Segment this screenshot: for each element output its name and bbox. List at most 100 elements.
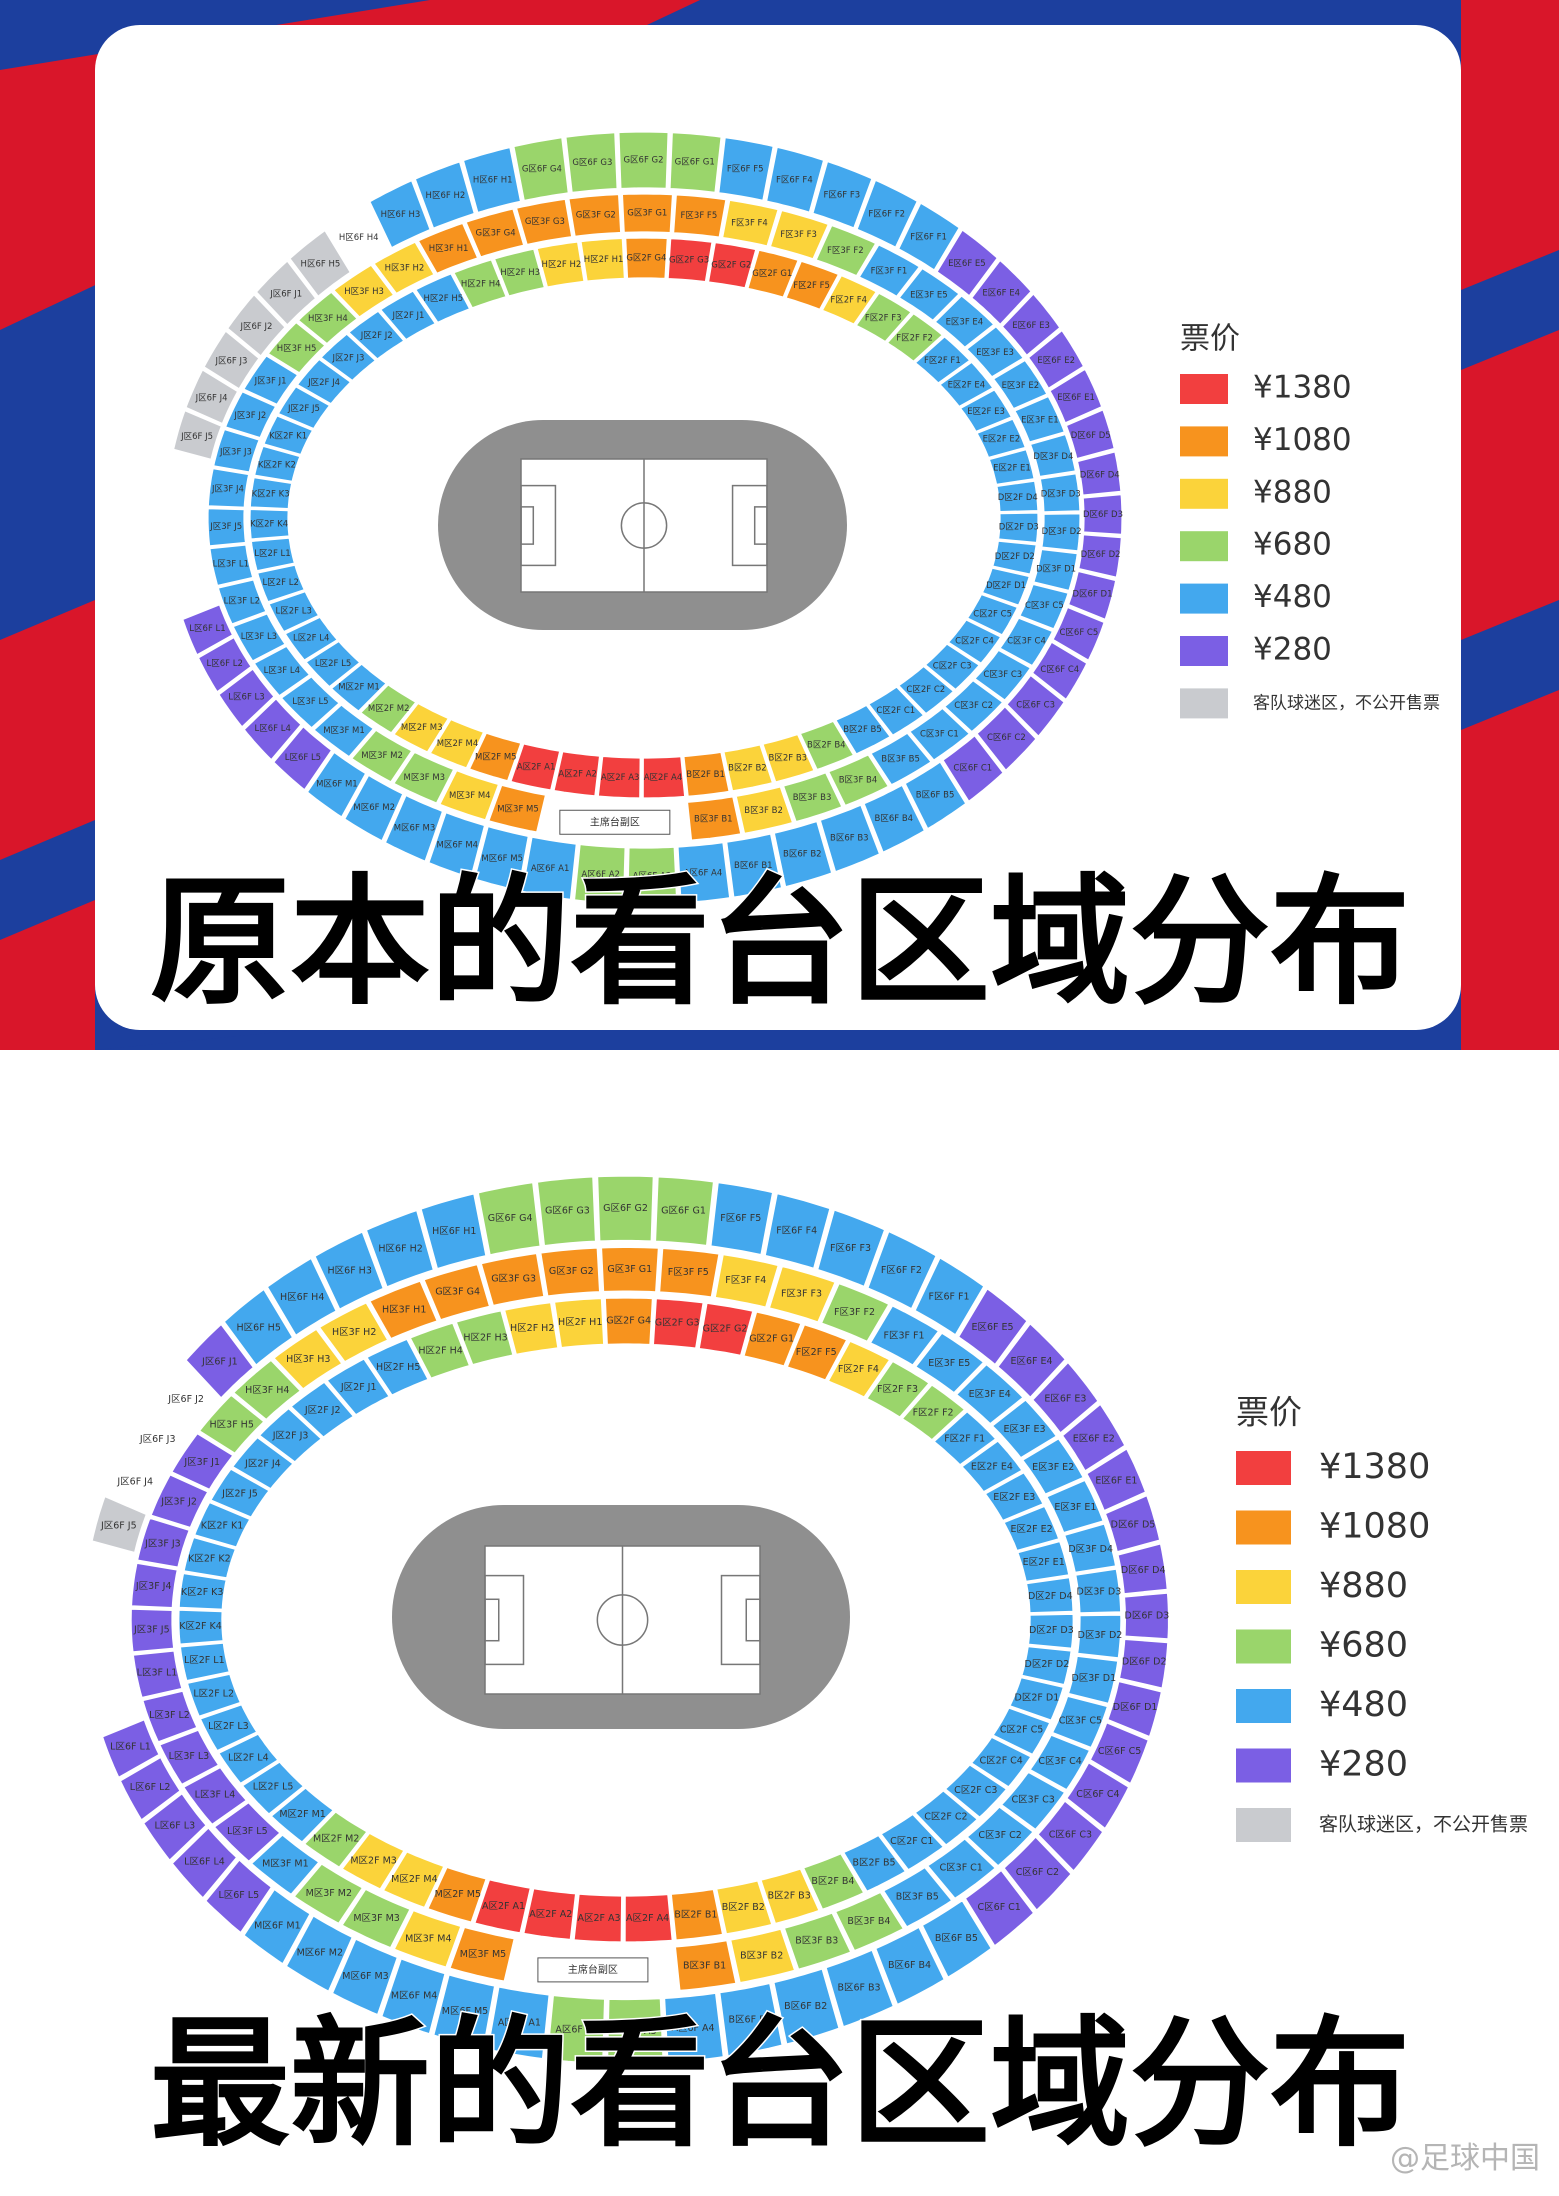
section-label: C区2F C2 xyxy=(906,685,945,695)
section-label: M区2F M3 xyxy=(401,723,443,733)
seat-section xyxy=(318,1302,389,1363)
seat-section xyxy=(934,295,995,348)
section-label: J区3F J3 xyxy=(144,1538,181,1549)
section-label: D区6F D3 xyxy=(1083,510,1123,520)
goal-box xyxy=(753,506,768,545)
seat-section xyxy=(186,1673,242,1717)
section-label: D区6F D4 xyxy=(1080,470,1120,480)
seat-section xyxy=(970,259,1032,326)
section-label: C区3F C2 xyxy=(978,1830,1021,1841)
section-label: C区2F C3 xyxy=(933,662,972,672)
seat-section xyxy=(198,1394,265,1454)
seat-section xyxy=(142,1690,198,1743)
section-label: M区2F M2 xyxy=(313,1834,359,1845)
seat-section xyxy=(914,1790,979,1846)
section-label: B区3F B3 xyxy=(793,793,832,803)
section-label: F区6F F2 xyxy=(868,210,905,220)
section-label: L区6F L3 xyxy=(154,1820,195,1831)
section-label: D区6F D1 xyxy=(1113,1702,1158,1713)
seat-section xyxy=(1003,1505,1060,1552)
seat-section xyxy=(213,1801,281,1863)
section-label: E区2F E1 xyxy=(1023,1557,1065,1568)
section-label: A区2F A2 xyxy=(558,769,597,779)
seat-section xyxy=(933,1411,997,1466)
section-label: E区3F E3 xyxy=(1003,1424,1045,1435)
section-label: G区3F G3 xyxy=(525,217,565,227)
section-label: D区6F D2 xyxy=(1122,1657,1167,1668)
section-label: L区2F L3 xyxy=(208,1721,249,1732)
seat-section xyxy=(1009,1676,1065,1721)
section-label: H区3F H3 xyxy=(286,1354,330,1365)
seat-section xyxy=(604,1297,654,1346)
seat-section xyxy=(289,229,352,298)
section-label: F区3F F2 xyxy=(827,246,864,256)
seat-section xyxy=(1104,1494,1161,1553)
section-label: L区6F L1 xyxy=(110,1742,151,1753)
seat-section xyxy=(799,720,855,771)
section-label: C区3F C1 xyxy=(920,729,959,739)
section-label: L区2F L3 xyxy=(276,606,312,616)
section-label: F区6F F1 xyxy=(910,233,947,243)
seat-section xyxy=(179,1642,230,1682)
section-label: E区3F E4 xyxy=(969,1389,1011,1400)
main-stand-label: 主席台副区 xyxy=(568,1963,618,1976)
section-label: L区6F L5 xyxy=(218,1890,259,1901)
section-label: C区3F C1 xyxy=(940,1863,983,1874)
legend-label: ¥680 xyxy=(1319,1626,1408,1666)
seat-section xyxy=(1037,1800,1104,1872)
seat-section xyxy=(729,1928,796,1984)
seat-section xyxy=(1076,1614,1122,1659)
seat-section xyxy=(959,389,1013,433)
seat-section xyxy=(710,1181,774,1256)
section-label: J区6F J1 xyxy=(201,1357,238,1368)
seat-section xyxy=(924,643,981,691)
section-label: B区6F B3 xyxy=(830,834,869,844)
seat-section xyxy=(250,1834,320,1896)
seat-section xyxy=(992,540,1037,575)
seat-section xyxy=(320,333,377,382)
section-label: D区3F D2 xyxy=(1078,1630,1123,1641)
stadium-map: A区2F A1 A区2F A2 A区2F A3 A区2F A4 B区2F B1 B区2F … xyxy=(91,1175,1528,2168)
seat-section xyxy=(348,310,405,360)
section-label: J区6F J5 xyxy=(100,1521,137,1532)
section-label: J区6F J3 xyxy=(139,1434,176,1445)
section-label: M区2F M4 xyxy=(437,739,479,749)
section-label: D区6F D5 xyxy=(1111,1520,1156,1531)
seat-section xyxy=(600,1246,660,1293)
seat-section xyxy=(835,704,891,755)
section-label: F区2F F3 xyxy=(877,1384,918,1395)
seat-section xyxy=(698,1302,754,1356)
seat-section xyxy=(816,1209,886,1288)
section-label: M区6F M2 xyxy=(353,803,395,813)
section-label: G区3F G4 xyxy=(435,1287,480,1298)
seat-section xyxy=(1052,606,1105,662)
section-label: E区6F E1 xyxy=(1057,393,1095,403)
seat-section xyxy=(393,751,455,804)
section-label: G区6F G4 xyxy=(522,165,562,175)
section-label: A区2F A3 xyxy=(577,1913,620,1924)
section-label: F区2F F5 xyxy=(793,281,830,291)
legend-swatch xyxy=(1236,1689,1291,1723)
seat-section xyxy=(625,237,668,280)
seat-section xyxy=(209,544,254,587)
seat-section xyxy=(815,224,877,277)
seat-section xyxy=(365,1209,435,1288)
section-label: M区6F M4 xyxy=(437,841,479,851)
section-label: A区6F A4 xyxy=(671,2023,714,2034)
seat-section xyxy=(327,202,390,272)
section-label: L区3F L5 xyxy=(227,1826,268,1837)
section-label: E区6F E2 xyxy=(1037,356,1075,366)
seat-section xyxy=(686,796,742,841)
seat-section xyxy=(723,744,774,792)
seat-section xyxy=(976,418,1027,459)
section-label: L区2F L2 xyxy=(193,1689,234,1700)
section-label: H区2F H2 xyxy=(542,260,582,270)
section-label: B区3F B3 xyxy=(795,1936,838,1947)
seat-section xyxy=(855,292,912,343)
section-label: H区6F H2 xyxy=(378,1243,422,1254)
seat-section xyxy=(487,1986,550,2060)
section-label: E区3F E2 xyxy=(1032,1462,1074,1473)
seat-section xyxy=(624,1893,673,1943)
seat-section xyxy=(677,841,731,904)
seat-section xyxy=(231,1436,294,1490)
